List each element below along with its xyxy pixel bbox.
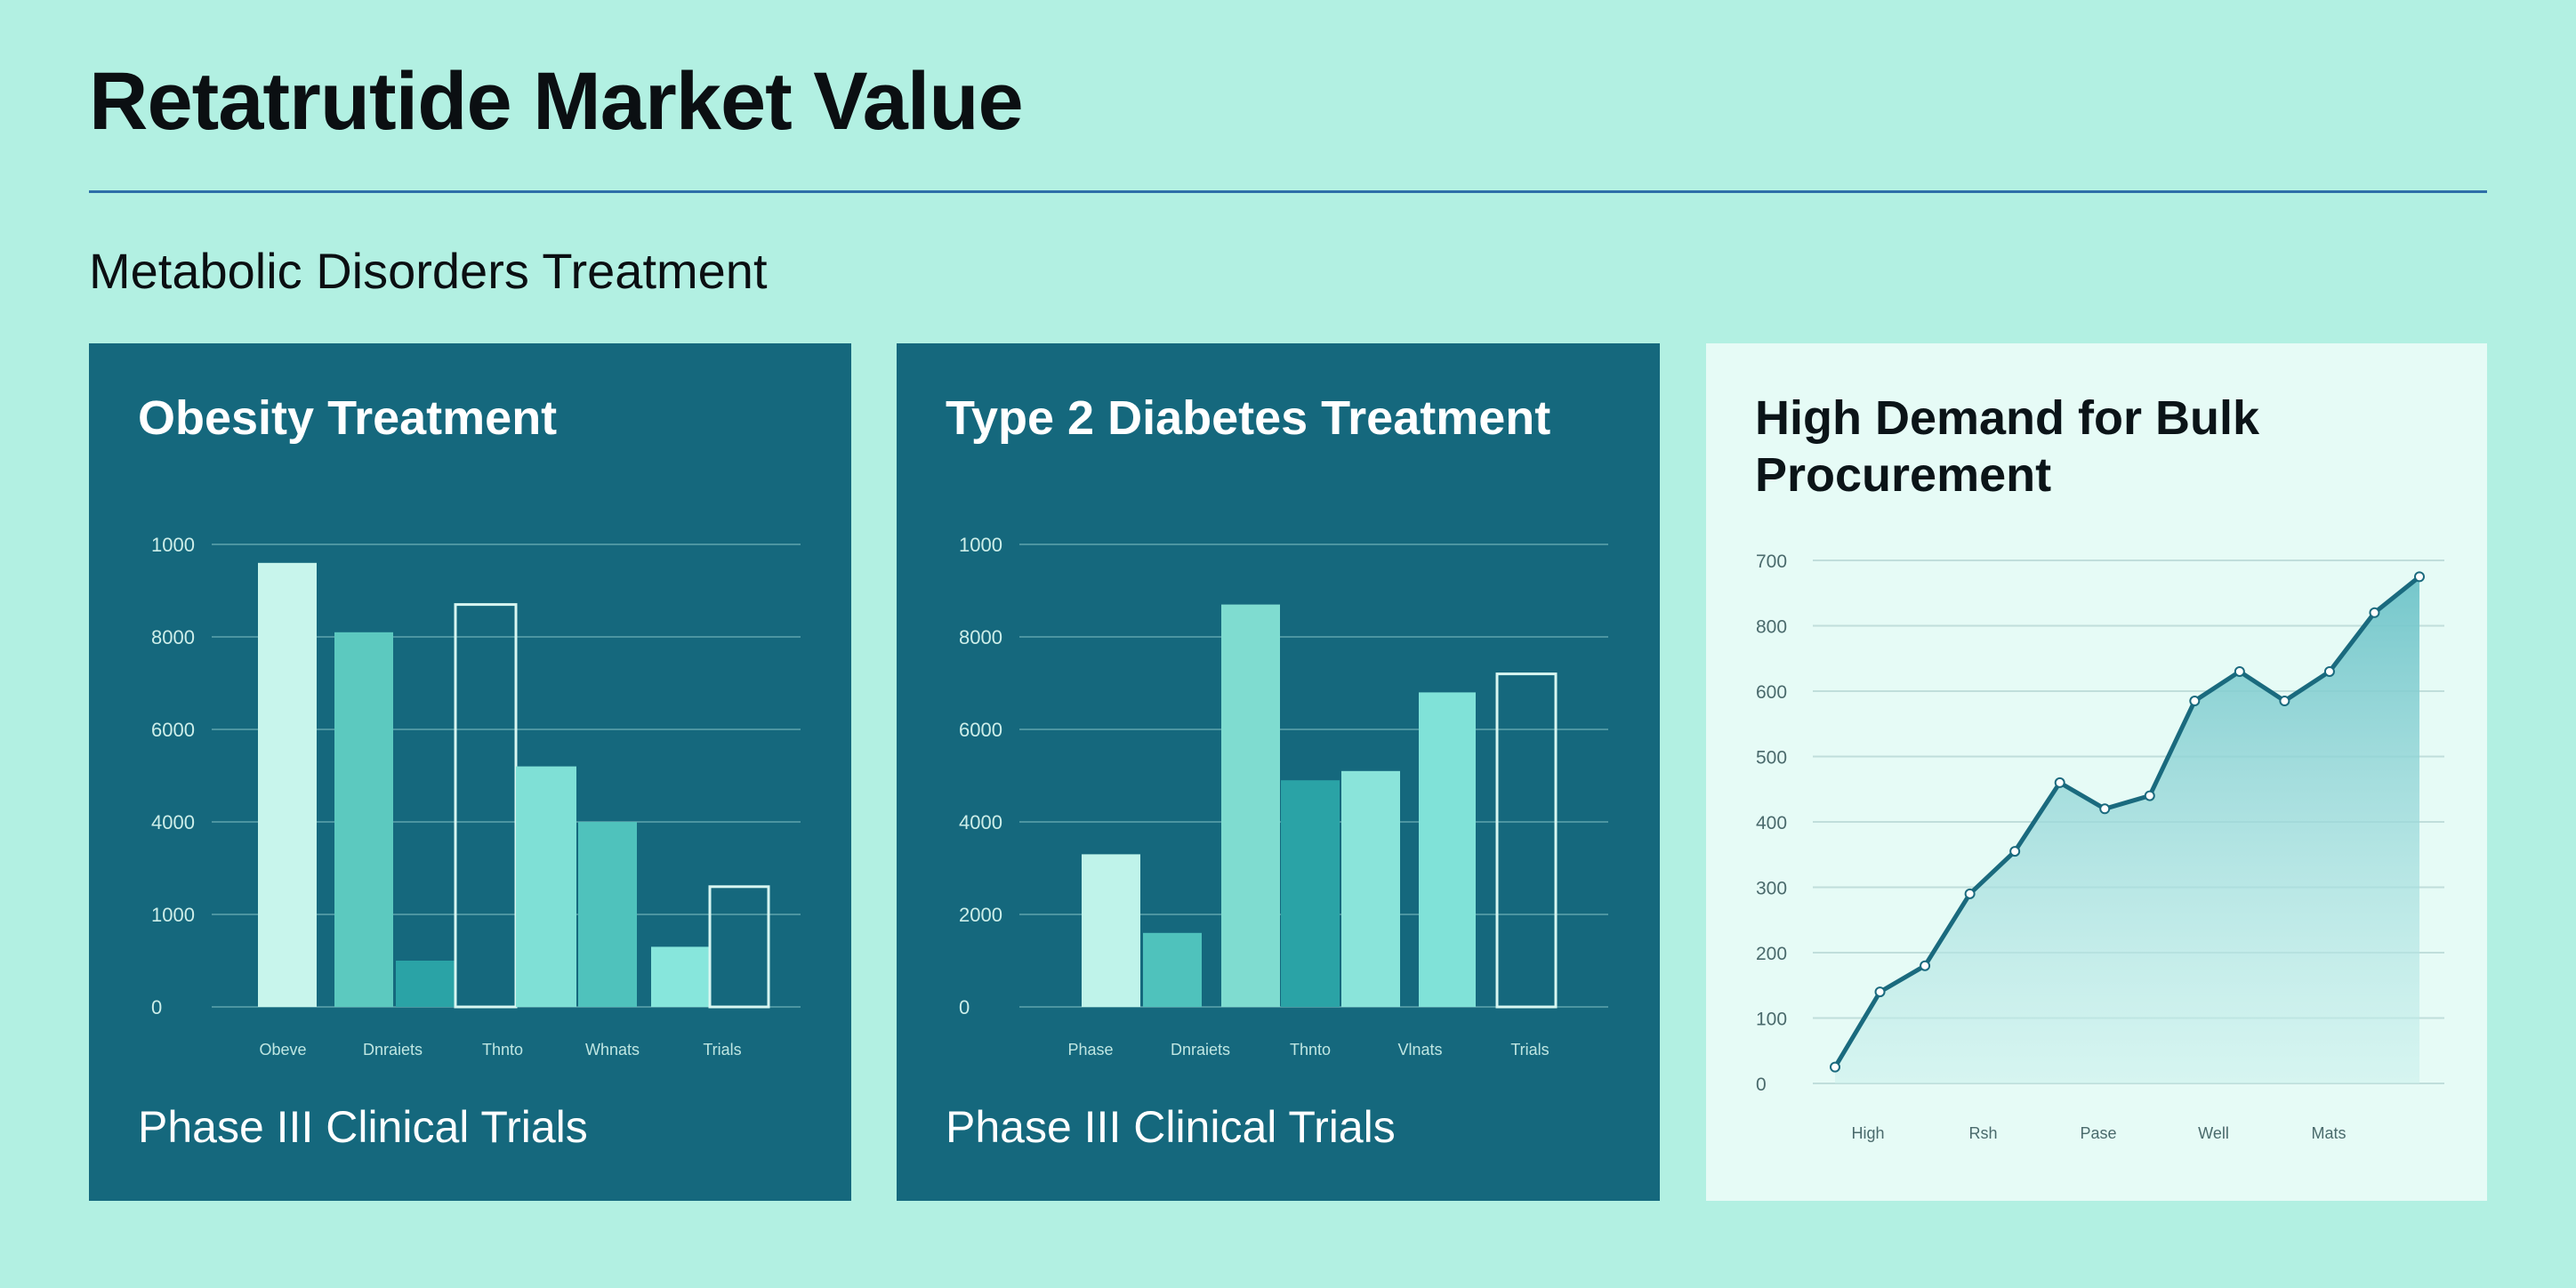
obesity-treatment-card: Obesity Treatment 0 1000 4000 6000 8000 1000 O…	[89, 343, 851, 1201]
x-tick-label: Thnto	[1290, 1041, 1331, 1059]
x-tick-label: Trials	[703, 1041, 741, 1059]
y-tick-label: 600	[1756, 682, 1787, 703]
y-tick-label: 1000	[959, 534, 1002, 556]
data-point	[2234, 665, 2245, 677]
bulk-procurement-card: High Demand for Bulk Procurement 0 100 200 3…	[1706, 343, 2487, 1201]
obesity-bar-chart: 0 1000 4000 6000 8000 1000 Obeve Dnraiets Thnto W…	[151, 534, 801, 1059]
bar	[1341, 770, 1400, 1007]
x-tick-label: Trials	[1510, 1041, 1549, 1059]
data-point	[1964, 888, 1976, 899]
bar	[708, 885, 770, 1009]
series-line	[1832, 575, 2421, 1068]
bar	[1143, 932, 1202, 1007]
title-divider	[89, 190, 2487, 193]
bar	[1082, 854, 1140, 1007]
x-tick-label: Pase	[2080, 1124, 2116, 1142]
data-point	[2099, 803, 2111, 815]
data-point	[2144, 790, 2155, 801]
data-point	[2189, 696, 2201, 707]
y-tick-label: 8000	[151, 626, 195, 648]
bar	[334, 632, 393, 1007]
card-footer: Phase III Clinical Trials	[946, 1102, 1396, 1152]
data-point	[1920, 960, 1931, 971]
y-tick-label: 6000	[959, 719, 1002, 741]
y-tick-label: 0	[1756, 1075, 1767, 1095]
data-point	[2369, 607, 2380, 618]
data-point	[2414, 571, 2425, 583]
card-title: High Demand for Bulk Procurement	[1755, 390, 2259, 503]
card-title-line: High Demand for Bulk	[1755, 391, 2260, 445]
x-tick-label: Rsh	[1968, 1124, 1997, 1142]
page-title: Retatrutide Market Value	[89, 56, 1024, 147]
x-tick-label: Well	[2198, 1124, 2229, 1142]
data-point	[2054, 777, 2065, 788]
bar	[578, 822, 637, 1007]
card-title: Type 2 Diabetes Treatment	[946, 391, 1551, 445]
x-tick-label: Phase	[1067, 1041, 1113, 1059]
y-tick-label: 500	[1756, 748, 1787, 769]
bar	[1221, 604, 1280, 1007]
y-tick-label: 0	[151, 996, 162, 1018]
y-tick-label: 1000	[151, 904, 195, 926]
data-point	[1874, 986, 1886, 998]
bar	[258, 562, 317, 1007]
y-tick-label: 1000	[151, 534, 195, 556]
data-point	[1830, 1061, 1840, 1073]
x-tick-label: Obeve	[259, 1041, 306, 1059]
y-tick-label: 0	[959, 996, 970, 1018]
x-tick-label: Vlnats	[1397, 1041, 1442, 1059]
diabetes-treatment-card: Type 2 Diabetes Treatment 0 2000 4000 6000 8…	[897, 343, 1660, 1201]
x-tick-label: Dnraiets	[363, 1041, 423, 1059]
bar	[651, 946, 710, 1007]
area-fill	[1835, 576, 2419, 1083]
card-title: Obesity Treatment	[138, 391, 558, 445]
procurement-area-chart: 0 100 200 300 400 500 600 800 700 High Rsh Pase Well…	[1756, 551, 2444, 1142]
bar	[1495, 672, 1558, 1009]
bar	[396, 961, 455, 1007]
bar	[1419, 692, 1476, 1007]
x-tick-label: Dnraiets	[1171, 1041, 1230, 1059]
y-tick-label: 6000	[151, 719, 195, 741]
card-footer: Phase III Clinical Trials	[138, 1102, 588, 1152]
y-tick-label: 4000	[959, 811, 1002, 833]
y-tick-label: 4000	[151, 811, 195, 833]
x-tick-label: Mats	[2311, 1124, 2346, 1142]
page-subtitle: Metabolic Disorders Treatment	[89, 243, 768, 299]
data-point	[2323, 665, 2335, 677]
y-tick-label: 400	[1756, 813, 1787, 833]
y-tick-label: 2000	[959, 904, 1002, 926]
data-point	[2279, 696, 2290, 707]
bar	[516, 766, 576, 1007]
bar	[1281, 780, 1340, 1007]
diabetes-bar-chart: 0 2000 4000 6000 8000 1000 Phase Dnraiets Thnto V…	[959, 534, 1608, 1059]
y-tick-label: 300	[1756, 879, 1787, 899]
x-tick-label: High	[1851, 1124, 1884, 1142]
x-tick-label: Whnats	[585, 1041, 640, 1059]
y-tick-label: 8000	[959, 626, 1002, 648]
card-title-line: Procurement	[1755, 448, 2052, 502]
y-tick-label: 700	[1756, 551, 1787, 572]
bar	[454, 603, 518, 1009]
data-point	[2009, 846, 2021, 857]
y-tick-label: 100	[1756, 1010, 1787, 1030]
y-tick-label: 800	[1756, 617, 1787, 638]
y-tick-label: 200	[1756, 944, 1787, 964]
x-tick-label: Thnto	[482, 1041, 523, 1059]
